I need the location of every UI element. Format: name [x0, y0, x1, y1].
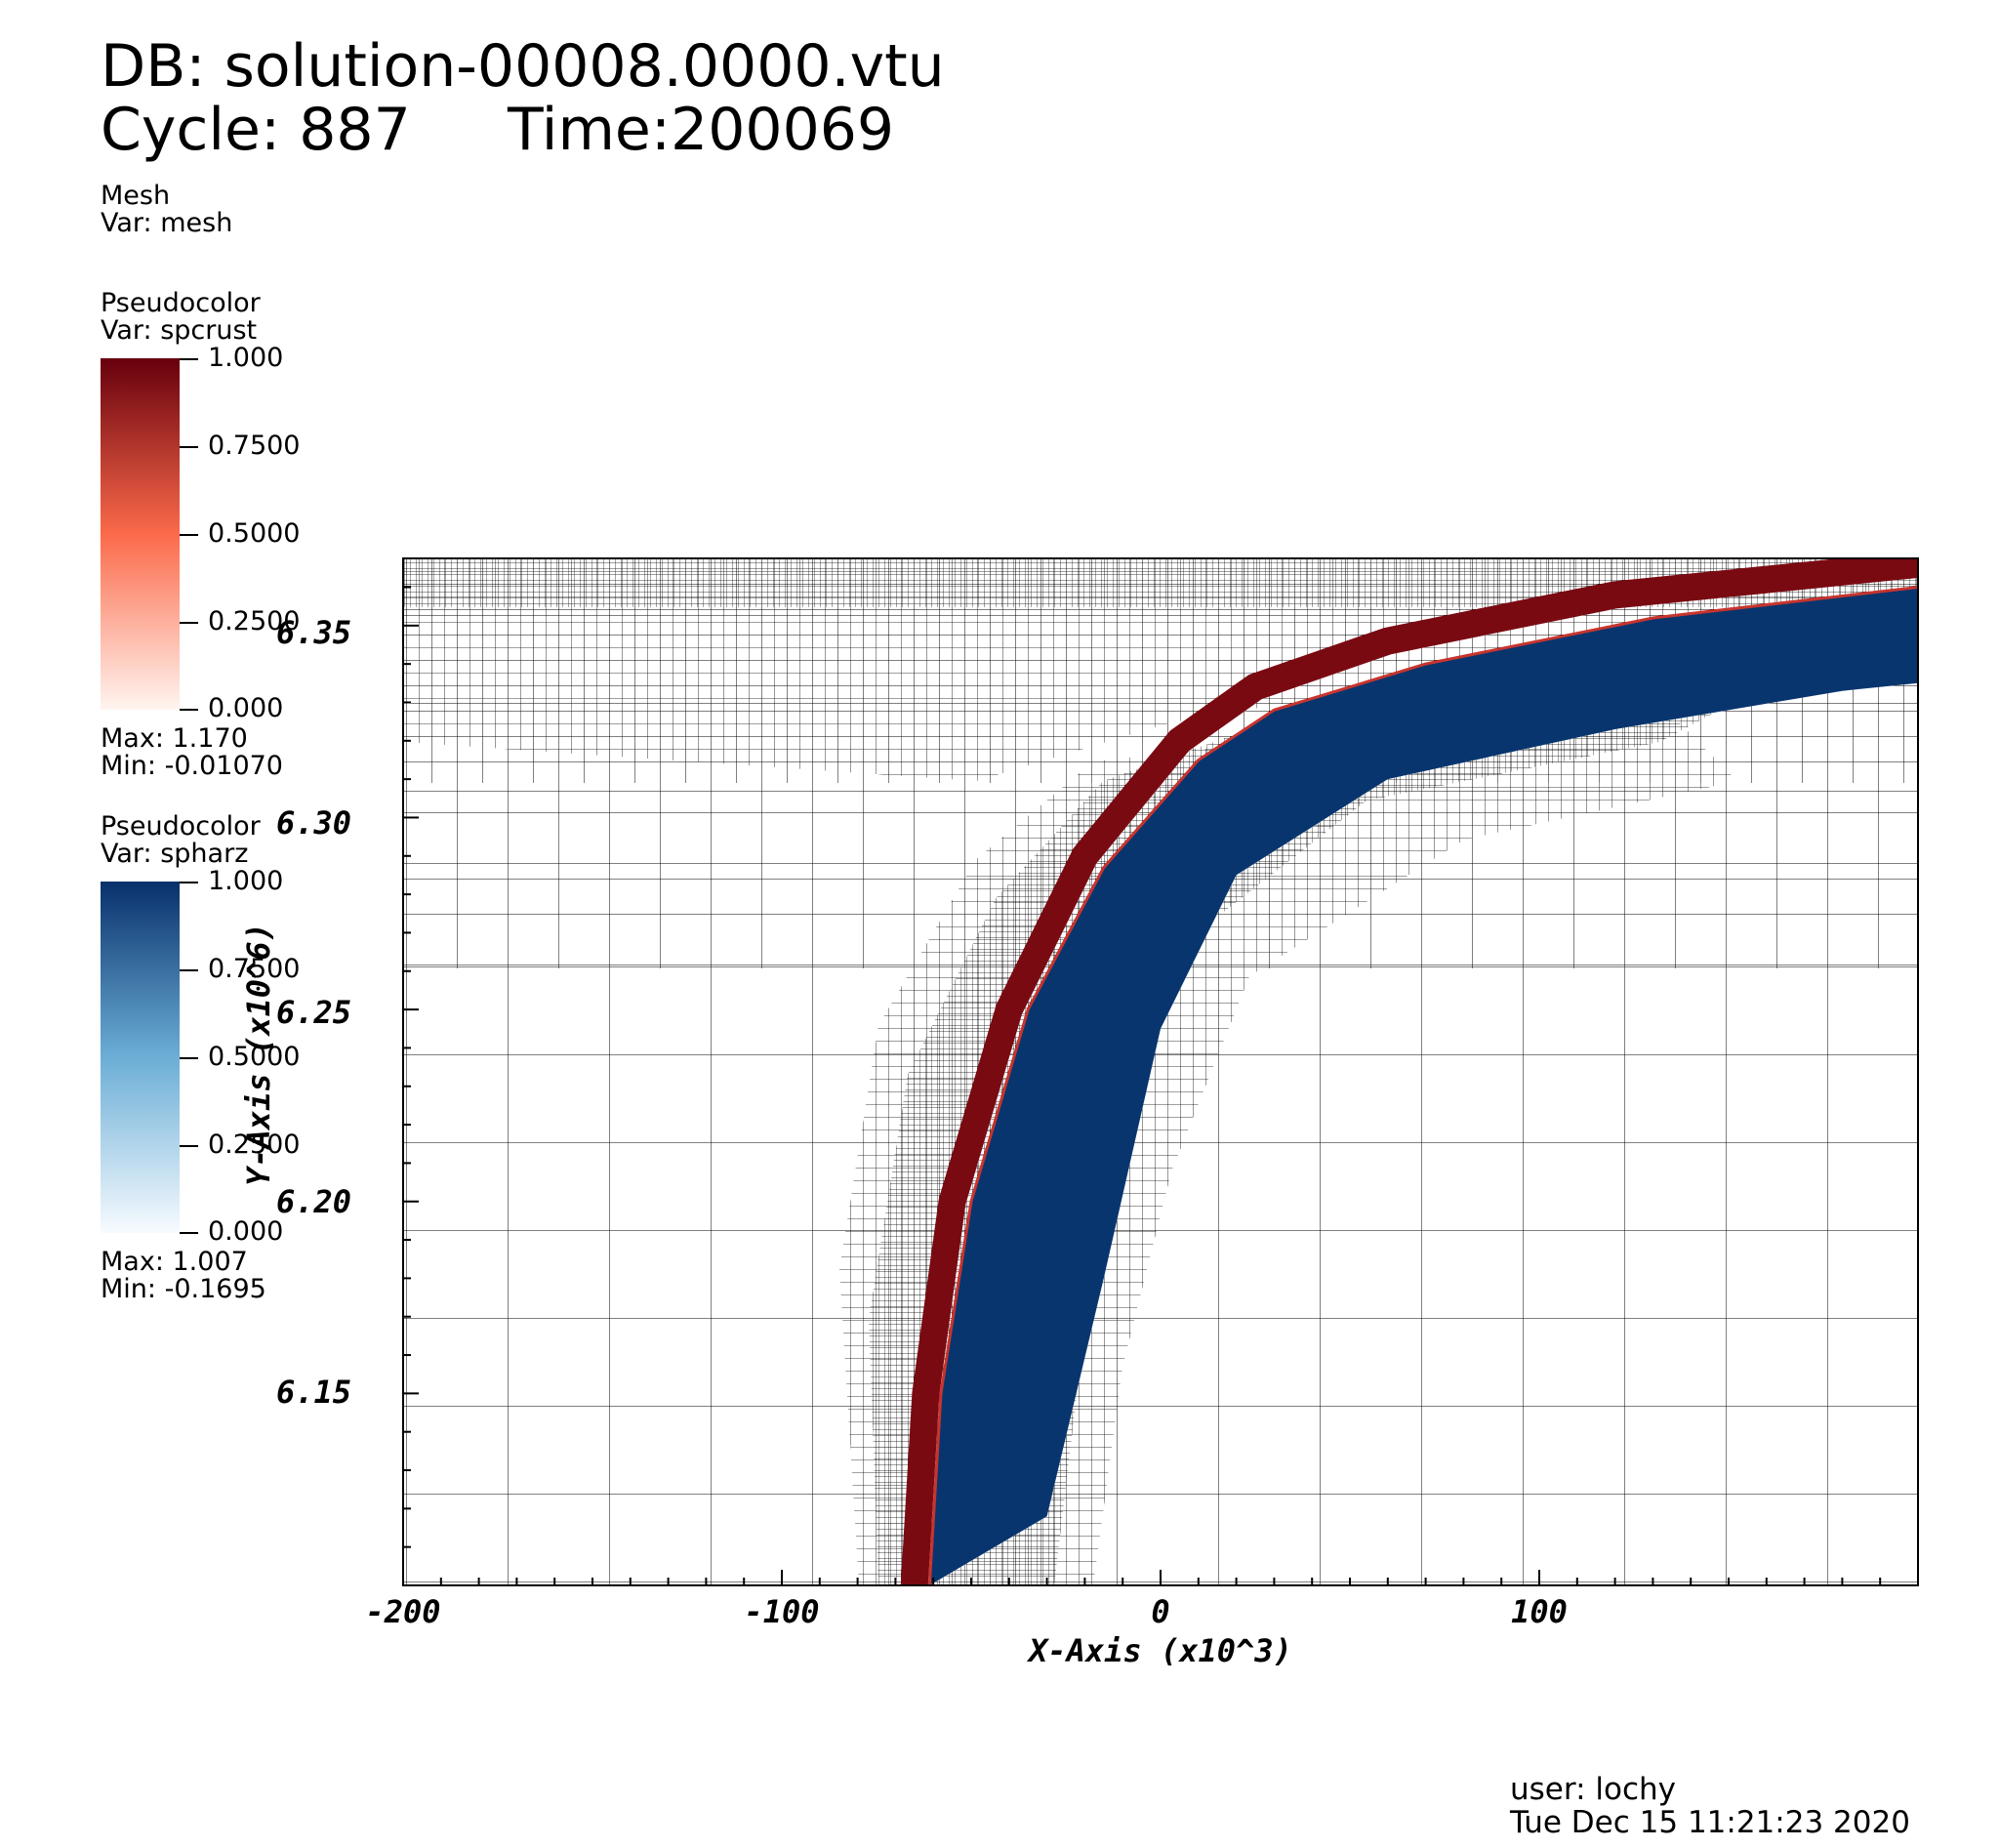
x-tick-label: -200 [365, 1593, 440, 1630]
y-axis-label: Y-Axis (x10^6) [240, 923, 277, 1186]
spcrust-colorbar-tick [180, 534, 198, 536]
x-axis-label: X-Axis (x10^3) [1026, 1632, 1292, 1669]
user-label: user: lochy [1510, 1772, 1676, 1807]
spharz-colorbar-label: 0.2500 [208, 1129, 301, 1160]
spcrust-legend-var: Var: spcrust [101, 315, 258, 346]
spharz-colorbar-label: 0.5000 [208, 1042, 301, 1072]
database-title: DB: solution-00008.0000.vtu [101, 32, 945, 101]
spharz-legend-var: Var: spharz [101, 839, 249, 869]
spharz-colorbar [101, 882, 180, 1233]
spcrust-colorbar-label: 0.7500 [208, 431, 301, 461]
spcrust-colorbar-label: 0.5000 [208, 518, 301, 549]
spcrust-legend-title: Pseudocolor [101, 288, 261, 318]
spharz-colorbar-label: 1.000 [208, 866, 284, 896]
spcrust-field [900, 558, 1918, 1585]
spharz-legend-title: Pseudocolor [101, 811, 261, 842]
spharz-colorbar-label: 0.7500 [208, 954, 301, 984]
y-tick-label: 6.20 [276, 1183, 351, 1220]
spcrust-colorbar-label: 0.2500 [208, 606, 301, 637]
spcrust-colorbar-tick [180, 709, 198, 711]
spharz-colorbar-tick [180, 1232, 198, 1234]
spharz-colorbar-tick [180, 882, 198, 883]
spharz-colorbar-tick [180, 1057, 198, 1059]
y-tick-label: 6.15 [276, 1374, 351, 1411]
spcrust-colorbar-tick [180, 622, 198, 624]
spharz-field [929, 587, 1918, 1585]
spharz-colorbar-label: 0.000 [208, 1216, 284, 1247]
y-tick-label: 6.30 [276, 804, 351, 842]
mesh-legend-var: Var: mesh [101, 208, 233, 238]
x-tick-label: 0 [1151, 1593, 1169, 1630]
timestamp-label: Tue Dec 15 11:21:23 2020 [1510, 1805, 1910, 1840]
x-tick-label: -100 [744, 1593, 819, 1630]
spharz-colorbar-tick [180, 969, 198, 971]
axis-ticks [402, 586, 1919, 1586]
spharz-min: Min: -0.1695 [101, 1274, 266, 1304]
spharz-colorbar-tick [180, 1145, 198, 1147]
spcrust-max: Max: 1.170 [101, 723, 248, 754]
spcrust-colorbar [101, 358, 180, 710]
spharz-max: Max: 1.007 [101, 1247, 248, 1277]
y-tick-label: 6.25 [276, 994, 351, 1031]
mesh-legend-title: Mesh [101, 181, 171, 211]
spcrust-colorbar-label: 1.000 [208, 343, 284, 373]
time-label: Time:200069 [508, 96, 895, 164]
spcrust-colorbar-tick [180, 446, 198, 448]
x-tick-label: 100 [1511, 1593, 1568, 1630]
spcrust-colorbar-tick [180, 358, 198, 360]
spcrust-colorbar-label: 0.000 [208, 693, 284, 723]
spcrust-min: Min: -0.01070 [101, 751, 283, 781]
spcrust-inner-edge [927, 586, 1918, 1585]
cycle-label: Cycle: 887 [101, 96, 411, 164]
y-tick-label: 6.35 [276, 614, 351, 651]
